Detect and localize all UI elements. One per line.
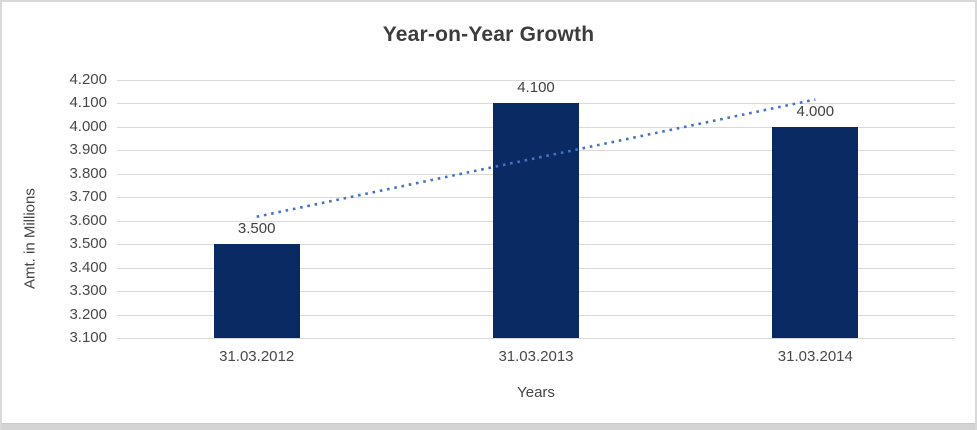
y-tick-label: 3.700 xyxy=(69,188,107,206)
window-bottom-edge xyxy=(2,423,975,430)
plot-area: 3.500 4.100 4.000 xyxy=(117,79,955,339)
y-tick-label: 3.200 xyxy=(69,305,107,323)
gridline xyxy=(117,80,955,81)
bar xyxy=(772,126,859,338)
y-axis-tick-labels: 4.200 4.100 4.000 3.900 3.800 3.700 3.600 3.500… xyxy=(2,2,107,430)
bar xyxy=(493,103,579,338)
x-axis-line xyxy=(117,338,955,339)
y-tick-label: 3.100 xyxy=(69,329,107,346)
bar-value-label: 4.000 xyxy=(796,102,835,120)
y-tick-label: 4.100 xyxy=(69,94,107,112)
y-tick-label: 3.300 xyxy=(69,282,107,300)
y-tick-label: 3.400 xyxy=(69,258,107,276)
bar-value-label: 4.100 xyxy=(517,79,555,97)
x-tick-label: 31.03.2014 xyxy=(777,348,853,365)
x-tick-label: 31.03.2012 xyxy=(219,348,295,365)
y-tick-label: 3.900 xyxy=(69,141,107,159)
chart-title: Year-on-Year Growth xyxy=(382,23,595,46)
x-tick-label: 31.03.2013 xyxy=(498,348,574,365)
bar xyxy=(213,244,300,338)
y-tick-label: 4.000 xyxy=(69,117,107,135)
y-tick-label: 4.200 xyxy=(69,71,107,88)
y-tick-label: 3.800 xyxy=(69,164,107,182)
x-axis-title: Years xyxy=(517,384,555,401)
x-axis-tick-labels: 31.03.2012 31.03.2013 31.03.2014 xyxy=(117,349,955,369)
bar-value-label: 3.500 xyxy=(237,220,276,238)
y-tick-label: 3.600 xyxy=(69,211,107,229)
y-tick-label: 3.500 xyxy=(69,235,107,253)
